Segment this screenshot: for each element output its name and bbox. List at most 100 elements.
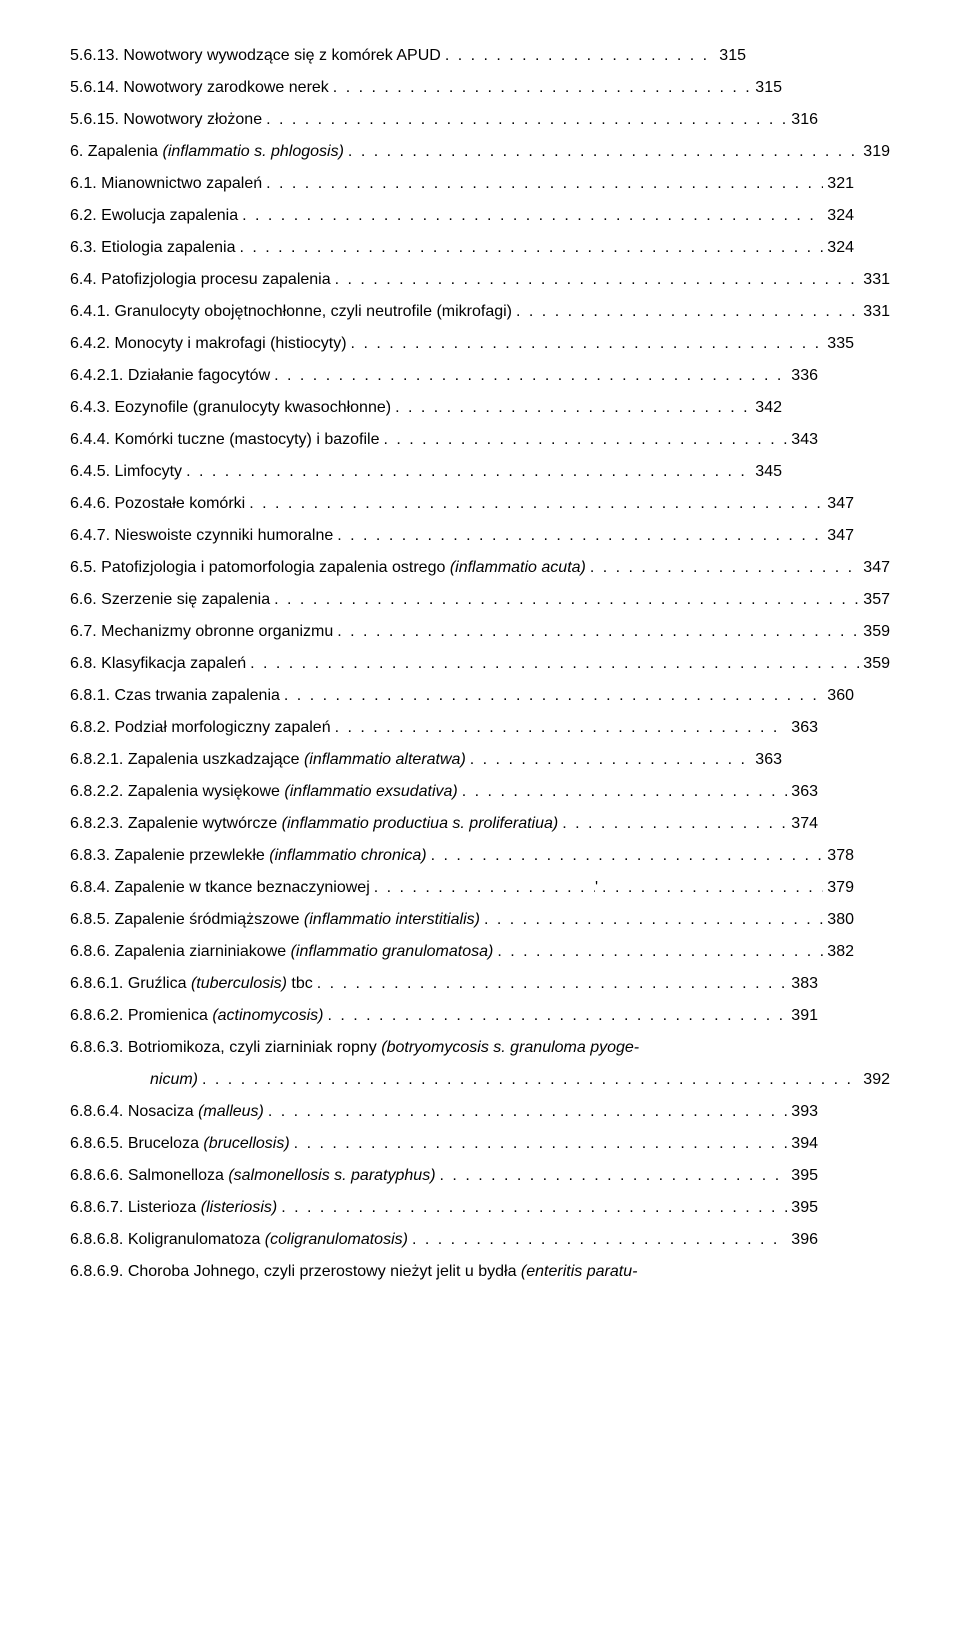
- toc-title: 6.8.6.4. Nosaciza (malleus): [70, 1096, 264, 1128]
- toc-entry: 6.4.2. Monocyty i makrofagi (histiocyty)…: [70, 328, 890, 360]
- toc-title: 6.8.2.3. Zapalenie wytwórcze (inflammati…: [70, 808, 558, 840]
- toc-page: 331: [859, 296, 890, 328]
- toc-dots: [427, 840, 824, 872]
- toc-dots: [598, 872, 823, 904]
- toc-page: 345: [751, 456, 890, 488]
- toc-title: 6.8.6. Zapalenia ziarniniakowe (inflamma…: [70, 936, 493, 968]
- toc-page: 378: [823, 840, 890, 872]
- toc-page: 392: [859, 1064, 890, 1096]
- toc-entry: 6.1. Mianownictwo zapaleń 321: [70, 168, 890, 200]
- toc-dots: [264, 1096, 787, 1128]
- toc-dots: [182, 456, 751, 488]
- toc-dots: [270, 360, 787, 392]
- toc-page: 321: [823, 168, 890, 200]
- toc-title: 6.6. Szerzenie się zapalenia: [70, 584, 270, 616]
- toc-entry: 6.8.2.3. Zapalenie wytwórcze (inflammati…: [70, 808, 890, 840]
- toc-title: 6.4.7. Nieswoiste czynniki humoralne: [70, 520, 333, 552]
- toc-page: 394: [787, 1128, 890, 1160]
- toc-entry: 5.6.15. Nowotwory złożone316: [70, 104, 890, 136]
- toc-entry: 6.8.1. Czas trwania zapalenia360: [70, 680, 890, 712]
- toc-dots: [331, 264, 860, 296]
- toc-page: 395: [787, 1192, 890, 1224]
- toc-entry: 6.4.7. Nieswoiste czynniki humoralne 347: [70, 520, 890, 552]
- toc-title: 5.6.15. Nowotwory złożone: [70, 104, 262, 136]
- toc-page: 382: [823, 936, 890, 968]
- toc-page: 342: [751, 392, 890, 424]
- toc-title: 6.4.2.1. Działanie fagocytów: [70, 360, 270, 392]
- toc-page: 363: [787, 776, 890, 808]
- toc-entry: 6.5. Patofizjologia i patomorfologia zap…: [70, 552, 890, 584]
- toc-dots: [235, 232, 823, 264]
- toc-title: 6.8.6.9. Choroba Johnego, czyli przerost…: [70, 1256, 637, 1288]
- toc-page: 347: [823, 520, 890, 552]
- toc-entry: 6.8.6. Zapalenia ziarniniakowe (inflamma…: [70, 936, 890, 968]
- table-of-contents: 5.6.13. Nowotwory wywodzące się z komóre…: [70, 40, 890, 1288]
- toc-title: 6.8.6.2. Promienica (actinomycosis): [70, 1000, 323, 1032]
- toc-title: 6.4.2. Monocyty i makrofagi (histiocyty): [70, 328, 347, 360]
- toc-entry: 6.4.2.1. Działanie fagocytów336: [70, 360, 890, 392]
- toc-entry: 5.6.13. Nowotwory wywodzące się z komóre…: [70, 40, 890, 72]
- toc-title: 6.1. Mianownictwo zapaleń: [70, 168, 262, 200]
- toc-entry: 6.8.5. Zapalenie śródmiąższowe (inflamma…: [70, 904, 890, 936]
- toc-title: 6.7. Mechanizmy obronne organizmu: [70, 616, 333, 648]
- toc-page: 363: [787, 712, 890, 744]
- toc-dots: [379, 424, 787, 456]
- toc-title: 6.2. Ewolucja zapalenia: [70, 200, 238, 232]
- toc-page: 391: [787, 1000, 890, 1032]
- toc-dots: [246, 648, 859, 680]
- toc-title: 6.8.6.5. Bruceloza (brucellosis): [70, 1128, 290, 1160]
- toc-title: 6.8.3. Zapalenie przewlekłe (inflammatio…: [70, 840, 427, 872]
- toc-title: 6.4.6. Pozostałe komórki: [70, 488, 245, 520]
- toc-dots: [238, 200, 823, 232]
- toc-page: 393: [787, 1096, 890, 1128]
- toc-page: 357: [859, 584, 890, 616]
- toc-page: 395: [787, 1160, 890, 1192]
- toc-title: 6.8.6.1. Gruźlica (tuberculosis) tbc: [70, 968, 313, 1000]
- toc-dots: [270, 584, 859, 616]
- toc-dots: [245, 488, 823, 520]
- toc-title: 6.8.5. Zapalenie śródmiąższowe (inflamma…: [70, 904, 480, 936]
- toc-dots: [280, 680, 823, 712]
- toc-title: 6.4.3. Eozynofile (granulocyty kwasochło…: [70, 392, 391, 424]
- toc-title: 6.4.5. Limfocyty: [70, 456, 182, 488]
- toc-page: 319: [859, 136, 890, 168]
- toc-page: 324: [823, 232, 890, 264]
- toc-entry: 6.8. Klasyfikacja zapaleń359: [70, 648, 890, 680]
- toc-dots: [370, 872, 595, 904]
- toc-dots: [512, 296, 859, 328]
- toc-page: 347: [823, 488, 890, 520]
- toc-title: 6.4.1. Granulocyty obojętnochłonne, czyl…: [70, 296, 512, 328]
- toc-entry: 6.4.3. Eozynofile (granulocyty kwasochło…: [70, 392, 890, 424]
- toc-entry-continuation: nicum)392: [70, 1064, 890, 1096]
- toc-entry: 6.6. Szerzenie się zapalenia 357: [70, 584, 890, 616]
- toc-page: 360: [823, 680, 890, 712]
- toc-entry: 6.8.6.6. Salmonelloza (salmonellosis s. …: [70, 1160, 890, 1192]
- toc-entry: 6.8.6.9. Choroba Johnego, czyli przerost…: [70, 1256, 890, 1288]
- toc-entry: 6.8.6.8. Koligranulomatoza (coligranulom…: [70, 1224, 890, 1256]
- toc-dots: [333, 520, 823, 552]
- toc-title: 6.4.4. Komórki tuczne (mastocyty) i bazo…: [70, 424, 379, 456]
- toc-entry: 6.8.6.1. Gruźlica (tuberculosis) tbc 383: [70, 968, 890, 1000]
- toc-title: 6. Zapalenia (inflammatio s. phlogosis): [70, 136, 344, 168]
- toc-page: 374: [787, 808, 890, 840]
- toc-dots: [480, 904, 823, 936]
- toc-page: 331: [859, 264, 890, 296]
- toc-dots: [441, 40, 715, 72]
- toc-entry: 6.4.6. Pozostałe komórki 347: [70, 488, 890, 520]
- toc-page: 315: [751, 72, 890, 104]
- toc-dots: [466, 744, 752, 776]
- toc-dots: [323, 1000, 787, 1032]
- toc-title: 6.8.2. Podział morfologiczny zapaleń: [70, 712, 331, 744]
- toc-dots: [277, 1192, 787, 1224]
- toc-entry: 6.4.5. Limfocyty 345: [70, 456, 890, 488]
- toc-page: 343: [787, 424, 890, 456]
- toc-title: 6.8.2.2. Zapalenia wysiękowe (inflammati…: [70, 776, 458, 808]
- toc-entry: 6.2. Ewolucja zapalenia324: [70, 200, 890, 232]
- toc-page: 396: [787, 1224, 890, 1256]
- toc-dots: [347, 328, 824, 360]
- toc-entry: 6.4.1. Granulocyty obojętnochłonne, czyl…: [70, 296, 890, 328]
- toc-page: 383: [787, 968, 890, 1000]
- toc-dots: [198, 1064, 859, 1096]
- toc-entry: 6.4.4. Komórki tuczne (mastocyty) i bazo…: [70, 424, 890, 456]
- toc-title: 6.8.6.3. Botriomikoza, czyli ziarniniak …: [70, 1032, 639, 1064]
